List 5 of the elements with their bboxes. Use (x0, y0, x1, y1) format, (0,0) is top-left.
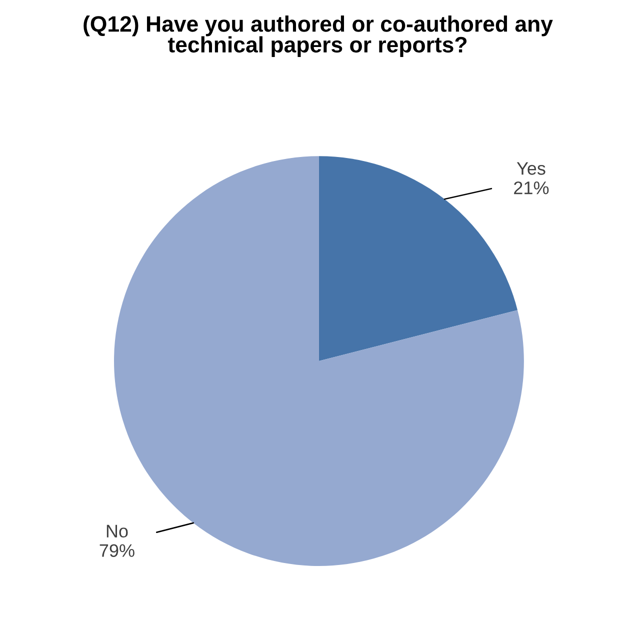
slice-label: Yes (516, 162, 546, 175)
chart-title: (Q12) Have you authored or co-authored any technical papers or reports? (84, 16, 553, 57)
slice-label: No (106, 524, 128, 538)
data-label: 79% (100, 544, 134, 557)
data-label: 21% (514, 181, 549, 194)
